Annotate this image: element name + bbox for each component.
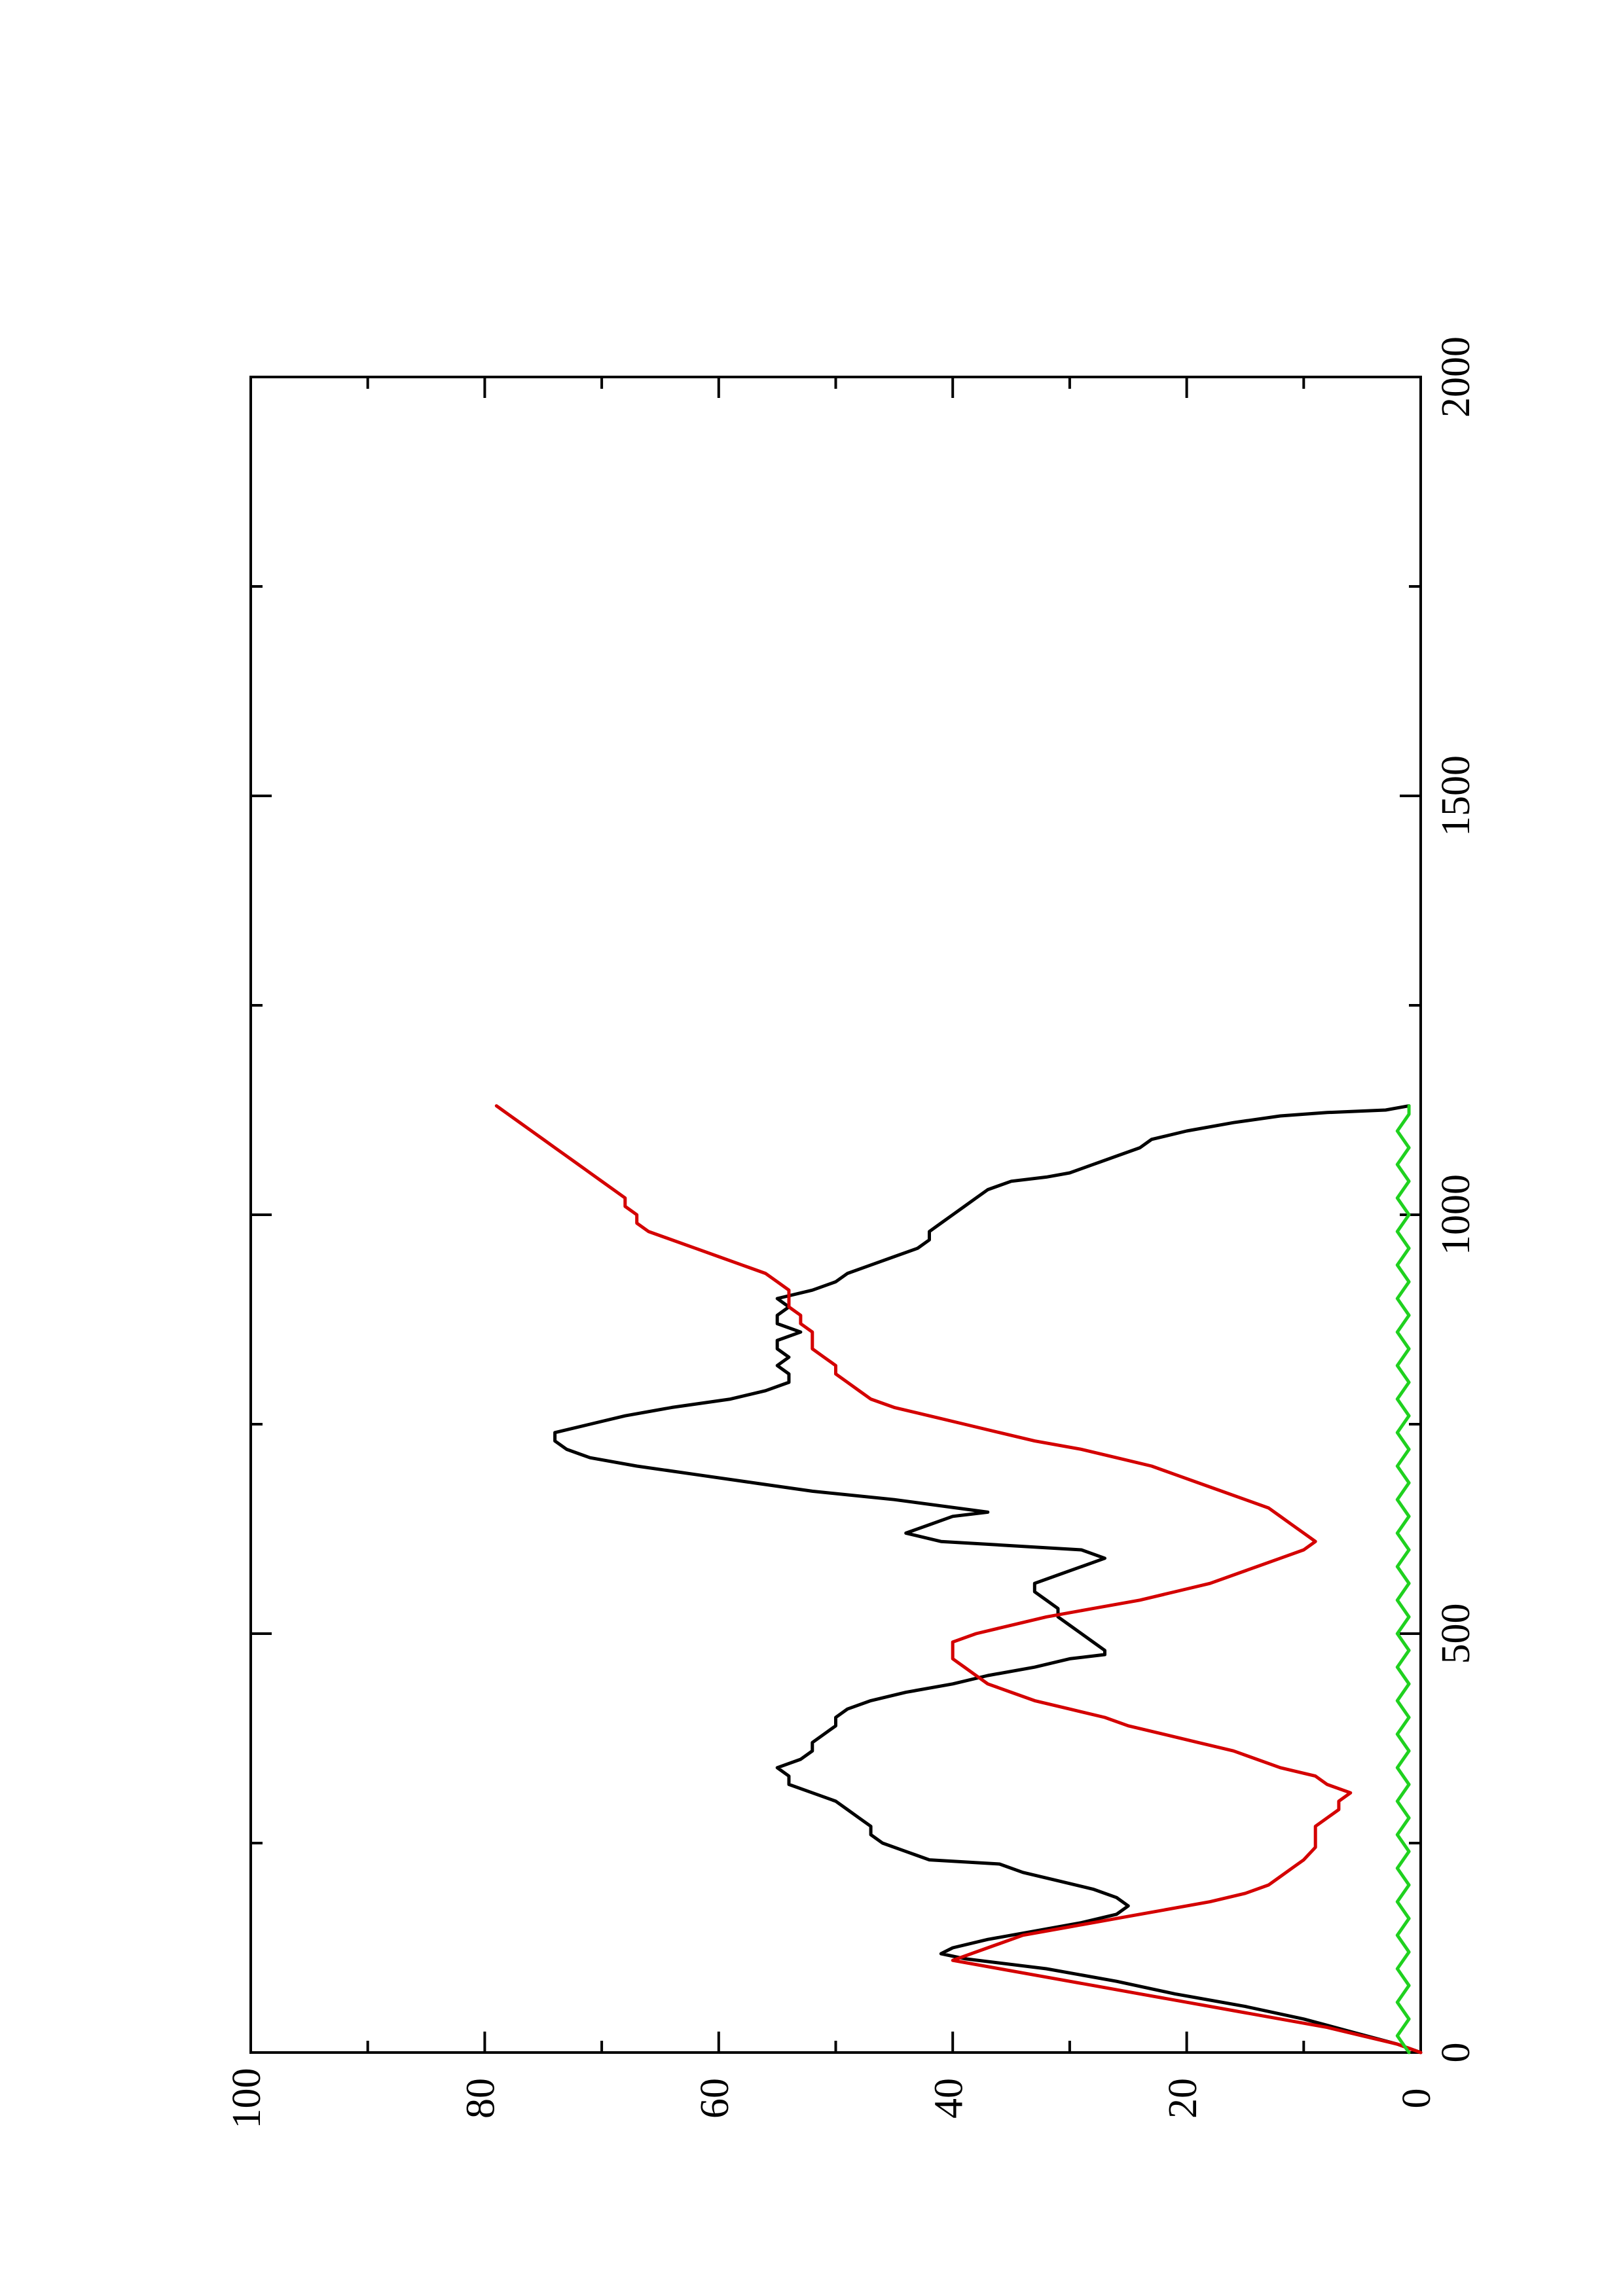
series-line-3 [1395, 1104, 1411, 2054]
series-line-1 [553, 1104, 1423, 2054]
y-tick-label: 60 [693, 2078, 737, 2119]
x-tick-label: 1000 [1434, 1174, 1478, 1255]
y-tick-label: 80 [459, 2078, 503, 2119]
y-tick-label: 40 [926, 2078, 971, 2119]
x-tick-label: 0 [1434, 2043, 1478, 2063]
tick-labels: 0 500 1000 1500 2000 0 20 40 60 80 100 [225, 336, 1478, 2129]
axis-ticks [249, 376, 1422, 2054]
x-tick-label: 2000 [1434, 336, 1478, 418]
series-line-2 [494, 1104, 1423, 2054]
x-tick-label: 500 [1434, 1604, 1478, 1664]
x-tick-label: 1500 [1434, 755, 1478, 836]
series-lines [494, 1104, 1423, 2054]
y-tick-label: 20 [1161, 2078, 1205, 2119]
y-tick-label: 0 [1395, 2089, 1439, 2109]
y-tick-label: 100 [225, 2068, 269, 2129]
